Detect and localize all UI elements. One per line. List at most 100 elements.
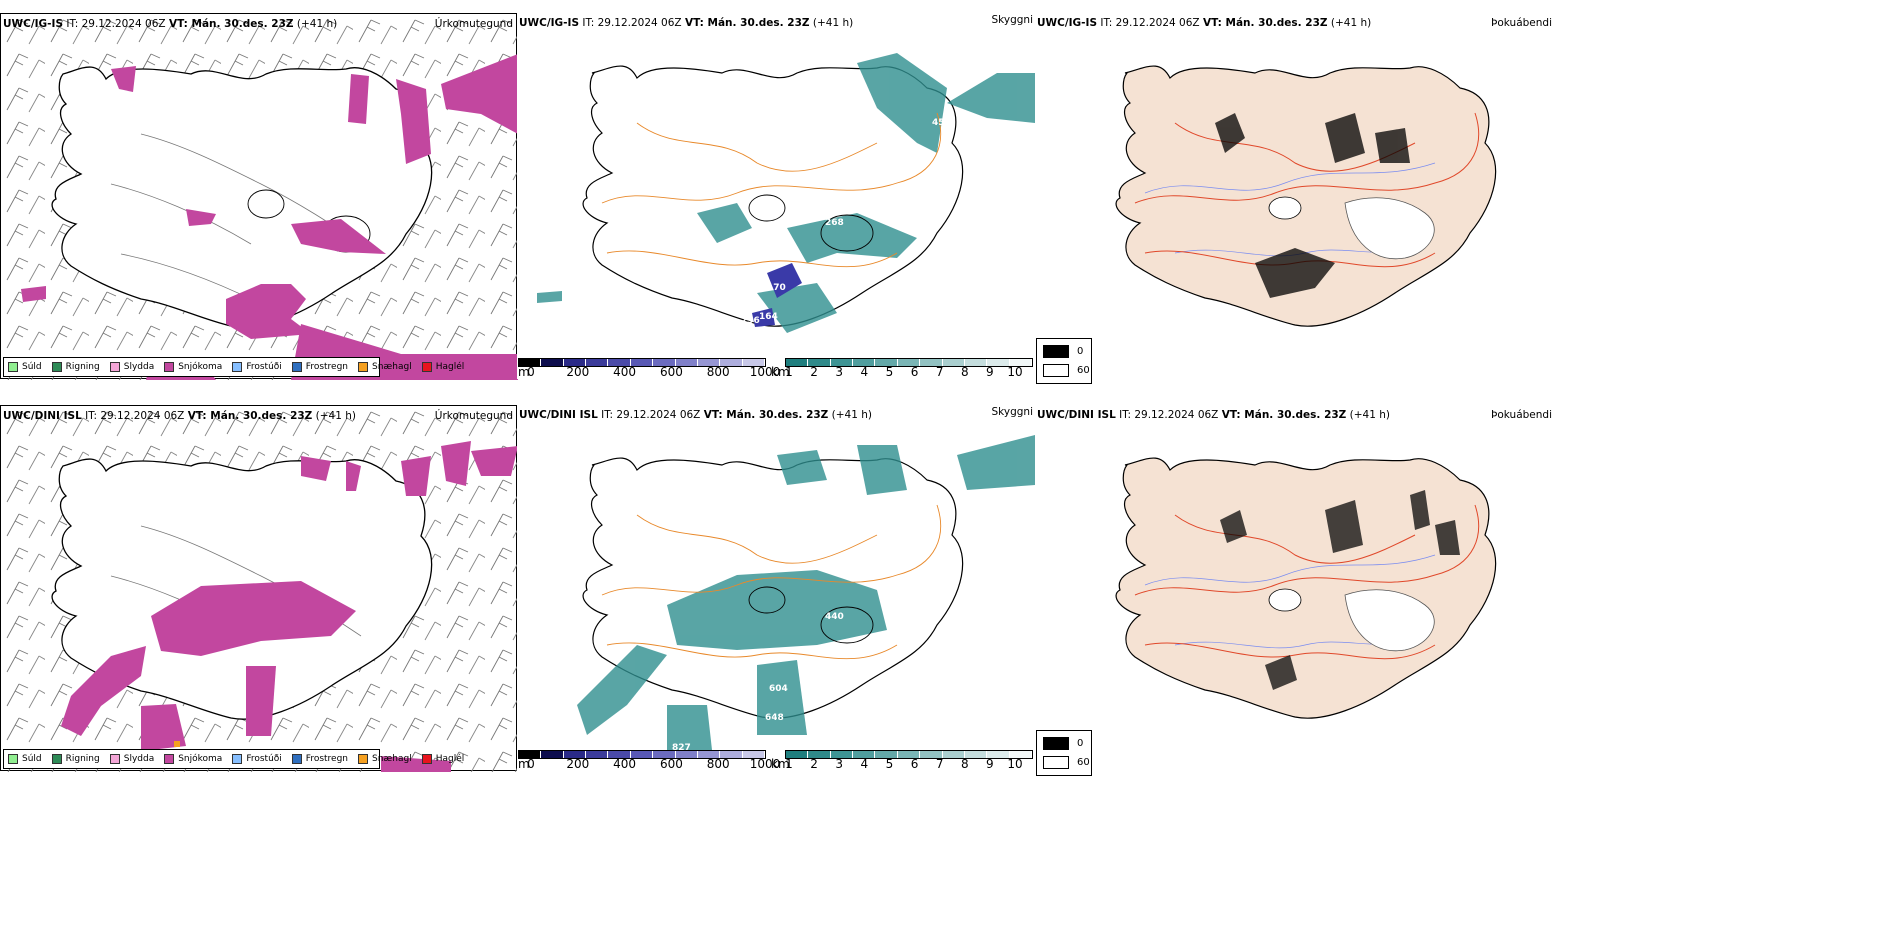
colorbar-segment — [853, 359, 876, 366]
colorbar-segment — [808, 359, 831, 366]
visibility-tick: 1 — [785, 365, 793, 379]
precip-legend-item: Slydda — [109, 754, 155, 764]
colorbar-segment — [586, 359, 609, 366]
cloud-base-label: 827 — [672, 743, 691, 753]
visibility-tick: 9 — [986, 757, 994, 771]
cloud-base-label: 164 — [759, 312, 778, 322]
visibility-panel-1: 457 268 170 236 164 UWC/IG-IS IT: 29.12.… — [517, 13, 1035, 379]
model-name: UWC/DINI ISL — [1037, 409, 1116, 421]
precip-legend-item: Frostregn — [291, 362, 349, 372]
legend-swatch — [358, 362, 369, 372]
cloud-base-label: 410 — [823, 646, 842, 656]
cloud-base-tick: 0 — [527, 757, 535, 771]
visibility-tick: 6 — [910, 757, 919, 771]
colorbar-segment — [786, 751, 809, 758]
visibility-tick: 4 — [860, 365, 869, 379]
model-name: UWC/DINI ISL — [519, 409, 598, 421]
legend-label: Slydda — [123, 754, 155, 764]
colorbar-segment — [541, 751, 564, 758]
colorbar-segment — [630, 751, 654, 758]
colorbar-segment — [808, 751, 831, 758]
init-time: IT: 29.12.2024 06Z — [1100, 17, 1200, 29]
colorbar-segment — [608, 359, 631, 366]
cloud-base-label: 268 — [825, 218, 844, 228]
fog-panel-2: UWC/DINI ISL IT: 29.12.2024 06Z VT: Mán.… — [1035, 405, 1555, 776]
fog-legend-label: 0 — [1077, 346, 1084, 357]
precip-legend-item: Súld — [8, 754, 42, 764]
valid-time: VT: Mán. 30.des. 23Z — [684, 17, 810, 29]
lead-time: (+41 h) — [296, 18, 338, 30]
cloud-base-tick: 800 — [706, 365, 730, 379]
visibility-colorbar — [785, 750, 1033, 759]
visibility-tick: 10 — [1007, 365, 1023, 379]
legend-label: Snæhagl — [372, 362, 412, 372]
precip-legend-item: Haglél — [421, 754, 464, 764]
precip-legend-item: Haglél — [421, 362, 464, 372]
cloud-base-colorbar — [518, 750, 766, 759]
cloud-base-tick: 0 — [527, 365, 535, 379]
colorbar-segment — [987, 359, 1010, 366]
visibility-ticks: 1 2 3 4 5 6 7 8 9 10 — [785, 757, 1022, 773]
visibility-tick: 4 — [860, 757, 869, 771]
cloud-base-colorbar — [518, 358, 766, 367]
legend-swatch — [8, 754, 18, 764]
visibility-tick: 3 — [835, 365, 844, 379]
colorbar-segment — [942, 751, 965, 758]
fog-legend: 0 60 — [1036, 730, 1092, 776]
colorbar-segment — [720, 359, 743, 366]
legend-swatch — [232, 362, 243, 372]
legend-label: Frostregn — [305, 362, 349, 372]
precip-legend-item: Snjókoma — [164, 754, 222, 764]
precip-legend-item: Frostúði — [232, 362, 282, 372]
legend-label: Frostúði — [246, 362, 282, 372]
init-time: IT: 29.12.2024 06Z — [85, 410, 185, 422]
legend-swatch — [51, 362, 62, 372]
colorbar-segment — [675, 359, 698, 366]
visibility-tick: 7 — [935, 757, 944, 771]
colorbar-segment — [541, 359, 564, 366]
colorbar-segment — [563, 359, 587, 366]
colorbar-segment — [1009, 751, 1032, 758]
precip-legend: Súld Rigning Slydda Snjókoma Frostúði Frostre… — [3, 749, 464, 769]
visibility-unit: km — [771, 757, 790, 771]
colorbar-segment — [964, 359, 988, 366]
colorbar-segment — [942, 359, 965, 366]
cloud-base-tick: 200 — [566, 365, 590, 379]
panel-label: Þokuábendi — [1491, 17, 1552, 29]
panel-label: Skyggni — [991, 14, 1034, 26]
cloud-base-label: 604 — [769, 684, 788, 694]
cloud-base-tick: 600 — [659, 757, 683, 771]
panel-label: Úrkomutegund — [434, 18, 513, 30]
colorbar-segment — [742, 359, 765, 366]
precip-map-1 — [1, 14, 518, 380]
colorbar-segment — [675, 751, 698, 758]
legend-label: Súld — [22, 362, 42, 372]
cloud-base-tick: 200 — [566, 757, 590, 771]
visibility-unit: km — [771, 365, 790, 379]
valid-time: VT: Mán. 30.des. 23Z — [703, 409, 829, 421]
colorbar-segment — [519, 751, 542, 758]
visibility-ticks: 1 2 3 4 5 6 7 8 9 10 — [785, 365, 1022, 381]
legend-label: Rigning — [65, 754, 100, 764]
model-name: UWC/IG-IS — [519, 17, 580, 29]
precip-legend-item: Snjókoma — [164, 362, 222, 372]
colorbar-segment — [653, 751, 676, 758]
fog-legend-label: 60 — [1077, 365, 1090, 376]
precip-legend-item: Slydda — [109, 362, 155, 372]
colorbar-segment — [830, 751, 854, 758]
fog-map-1 — [1115, 65, 1497, 327]
fog-panel-1: UWC/IG-IS IT: 29.12.2024 06Z VT: Mán. 30… — [1035, 13, 1555, 384]
colorbar-segment — [920, 751, 943, 758]
visibility-map-1: 457 268 170 236 164 — [537, 53, 1035, 333]
visibility-tick: 8 — [960, 757, 969, 771]
precip-type-panel-2: UWC/DINI ISL IT: 29.12.2024 06Z VT: Mán.… — [0, 405, 518, 772]
legend-label: Slydda — [123, 362, 155, 372]
panel-label: Skyggni — [991, 406, 1034, 418]
fog-swatch — [1043, 737, 1069, 750]
cloud-base-unit: m — [518, 365, 530, 379]
cloud-base-tick: 1000 — [749, 757, 781, 771]
model-name: UWC/DINI ISL — [3, 410, 82, 422]
init-time: IT: 29.12.2024 06Z — [582, 17, 682, 29]
fog-swatch — [1043, 364, 1069, 377]
legend-swatch — [51, 754, 62, 764]
